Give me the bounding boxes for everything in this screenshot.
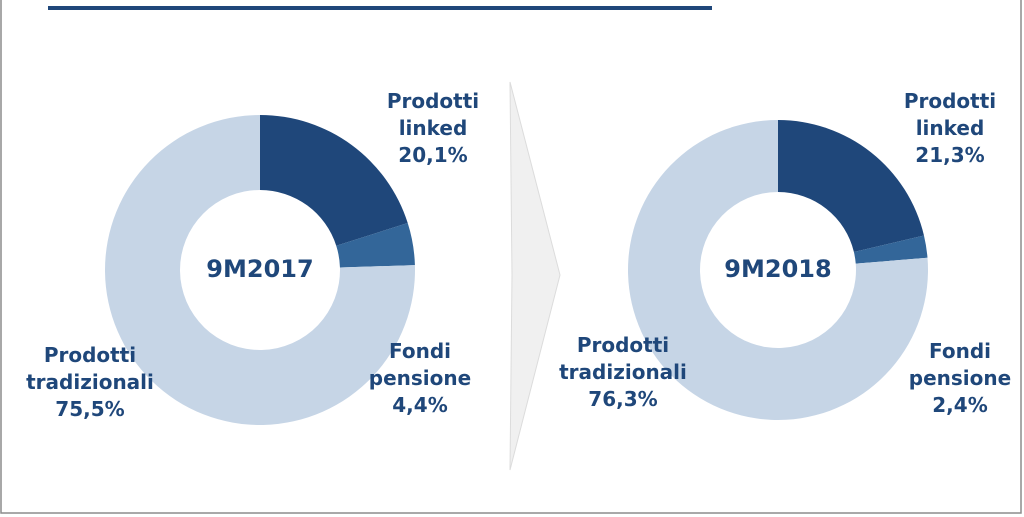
donut-slice — [627, 120, 928, 420]
donut-slice — [778, 120, 924, 253]
slice-label: Prodotti tradizionali 75,5% — [15, 342, 165, 423]
value-label: 75,5% — [55, 397, 125, 421]
value-label: 4,4% — [392, 393, 448, 417]
slice-label: Prodotti tradizionali 76,3% — [548, 332, 698, 413]
category-label: Fondi pensione — [368, 339, 472, 390]
donut-slice — [336, 223, 415, 268]
category-label: Prodotti tradizionali — [26, 343, 154, 394]
donut-slice — [853, 235, 928, 264]
donut-slice — [105, 115, 416, 425]
category-label: Prodotti linked — [386, 89, 480, 140]
value-label: 20,1% — [398, 143, 468, 167]
category-label: Fondi pensione — [908, 339, 1012, 390]
arrow — [509, 81, 561, 471]
value-label: 2,4% — [932, 393, 988, 417]
donut-center-title: 9M2017 — [206, 255, 313, 283]
value-label: 76,3% — [588, 387, 658, 411]
slice-label: Fondi pensione 2,4% — [885, 338, 1024, 419]
donut-center-title: 9M2018 — [724, 255, 831, 283]
donut-slice — [260, 115, 408, 246]
category-label: Prodotti linked — [903, 89, 997, 140]
category-label: Prodotti tradizionali — [559, 333, 687, 384]
slice-label: Prodotti linked 21,3% — [875, 88, 1024, 169]
value-label: 21,3% — [915, 143, 985, 167]
slice-label: Prodotti linked 20,1% — [358, 88, 508, 169]
slice-label: Fondi pensione 4,4% — [345, 338, 495, 419]
